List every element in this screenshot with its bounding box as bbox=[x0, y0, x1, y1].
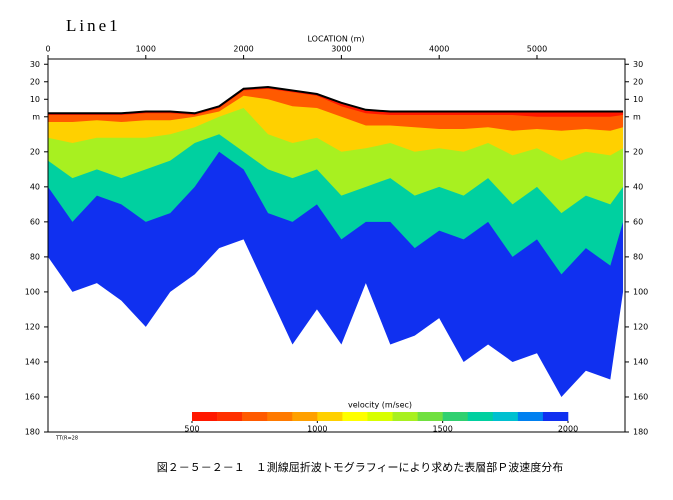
colorbar-tick-label: 500 bbox=[184, 425, 199, 434]
y-tick-label-right: 180 bbox=[633, 428, 648, 437]
y-tick-label-right: 120 bbox=[633, 322, 648, 331]
x-tick-label: 4000 bbox=[429, 45, 449, 54]
y-tick-label-left: 60 bbox=[30, 217, 40, 226]
y-tick-label-left: 140 bbox=[25, 357, 40, 366]
y-tick-label-left: 80 bbox=[30, 252, 40, 261]
velocity-layer bbox=[48, 87, 624, 131]
colorbar-tick-label: 1000 bbox=[307, 425, 327, 434]
y-tick-label-left: 100 bbox=[25, 287, 40, 296]
colorbar-swatch bbox=[442, 412, 469, 421]
y-tick-label-right: 20 bbox=[633, 147, 643, 156]
colorbar-swatch bbox=[317, 412, 343, 421]
caption: 図２－５－２－１ １測線屈折波トモグラフィーにより求めた表層部Ｐ波速度分布 bbox=[157, 460, 564, 474]
colorbar-swatch bbox=[267, 412, 293, 421]
plot-frame bbox=[47, 58, 626, 433]
velocity-layer bbox=[48, 87, 624, 161]
x-tick-label: 3000 bbox=[331, 45, 351, 54]
colorbar-swatch bbox=[492, 412, 519, 421]
y-tick-label-right: 40 bbox=[633, 182, 643, 191]
colorbar-label: velocity (m/sec) bbox=[348, 401, 412, 410]
velocity-layer bbox=[48, 87, 624, 117]
y-tick-label-right: 100 bbox=[633, 287, 648, 296]
colorbar-swatch bbox=[367, 412, 393, 421]
y-tick-label-right: 160 bbox=[633, 392, 648, 401]
x-axis-label: LOCATION (m) bbox=[307, 35, 364, 44]
colorbar-swatch bbox=[517, 412, 544, 421]
x-tick-label: 5000 bbox=[527, 45, 547, 54]
note: TT(R=28 bbox=[55, 436, 78, 442]
y-tick-label-left: m bbox=[32, 112, 40, 121]
colorbar-swatch bbox=[217, 412, 243, 421]
y-tick-label-right: 140 bbox=[633, 357, 648, 366]
y-tick-label-left: 20 bbox=[30, 77, 40, 86]
colorbar-tick-label: 2000 bbox=[558, 425, 578, 434]
colorbar-swatch bbox=[342, 412, 368, 421]
colorbar-swatch bbox=[417, 412, 443, 421]
colorbar-swatch bbox=[542, 412, 569, 421]
y-tick-label-left: 40 bbox=[30, 182, 40, 191]
colorbar-swatch bbox=[292, 412, 318, 421]
y-tick-label-right: 20 bbox=[633, 77, 643, 86]
y-tick-label-right: 30 bbox=[633, 60, 643, 69]
colorbar-swatch bbox=[242, 412, 268, 421]
x-tick-label: 2000 bbox=[233, 45, 253, 54]
chart-title: Line1 bbox=[66, 16, 121, 35]
colorbar-swatch bbox=[192, 412, 218, 421]
y-tick-label-right: 80 bbox=[633, 252, 643, 261]
y-tick-label-left: 10 bbox=[30, 95, 40, 104]
y-tick-label-left: 20 bbox=[30, 147, 40, 156]
y-tick-label-left: 180 bbox=[25, 428, 40, 437]
x-tick-label: 0 bbox=[45, 45, 50, 54]
y-tick-label-right: 10 bbox=[633, 95, 643, 104]
y-tick-label-left: 30 bbox=[30, 60, 40, 69]
colorbar-swatch bbox=[467, 412, 494, 421]
colorbar-swatch bbox=[392, 412, 418, 421]
y-tick-label-left: 120 bbox=[25, 322, 40, 331]
y-tick-label-left: 160 bbox=[25, 392, 40, 401]
surface-line bbox=[48, 86, 624, 115]
colorbar-tick-label: 1500 bbox=[432, 425, 452, 434]
y-tick-label-right: 60 bbox=[633, 217, 643, 226]
y-tick-label-right: m bbox=[633, 112, 641, 121]
x-tick-label: 1000 bbox=[136, 45, 156, 54]
